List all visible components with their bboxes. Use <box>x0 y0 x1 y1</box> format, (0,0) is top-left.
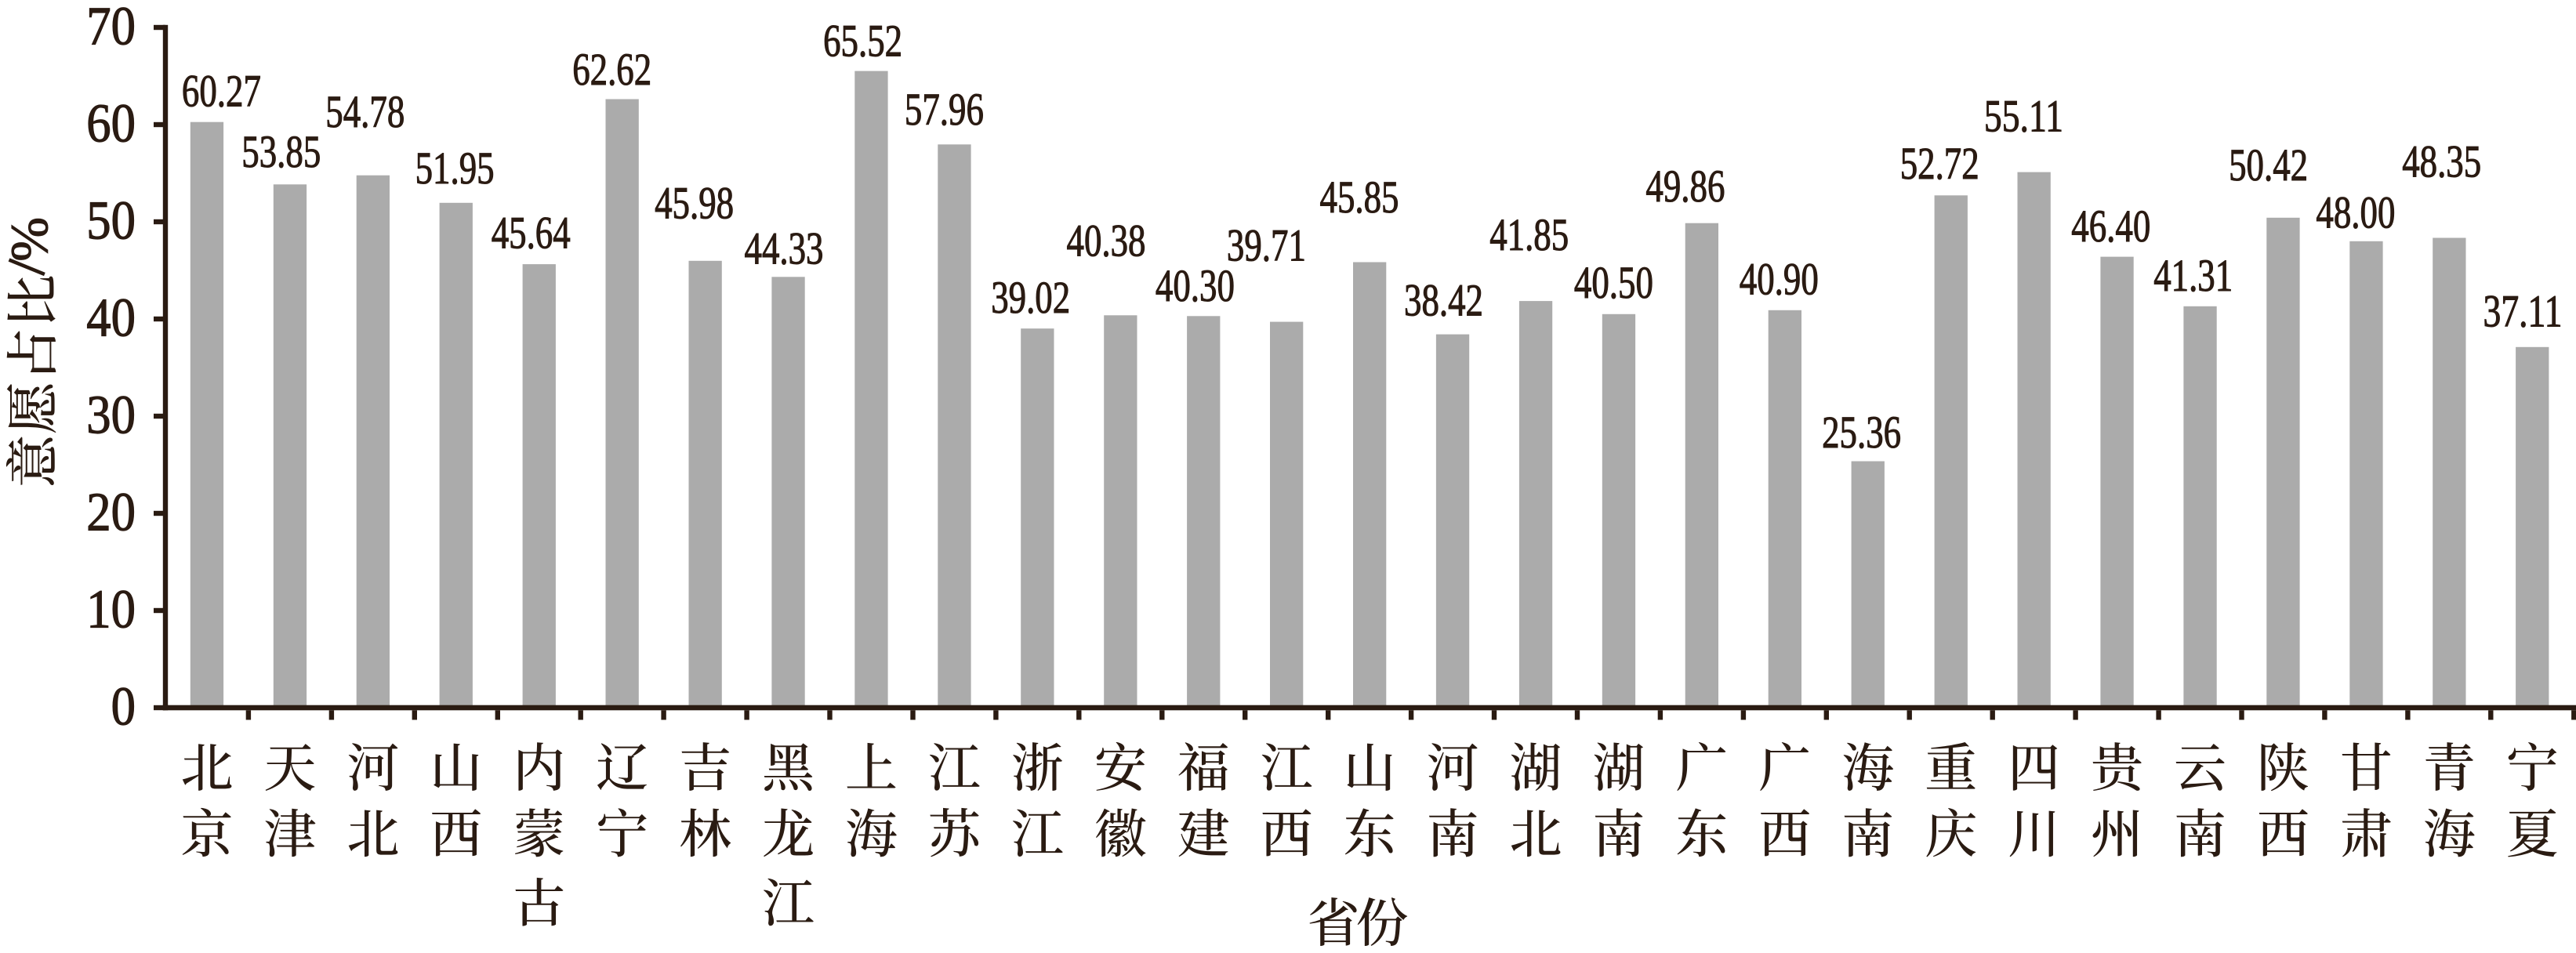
svg-text:60: 60 <box>86 94 136 154</box>
svg-text:50.42: 50.42 <box>2229 140 2308 190</box>
svg-text:70: 70 <box>86 0 136 57</box>
svg-text:30: 30 <box>86 386 136 446</box>
svg-text:49.86: 49.86 <box>1645 161 1725 212</box>
svg-text:41.85: 41.85 <box>1489 209 1569 260</box>
svg-text:48.35: 48.35 <box>2402 136 2481 187</box>
svg-text:51.95: 51.95 <box>415 143 495 194</box>
svg-text:54.78: 54.78 <box>325 86 405 137</box>
svg-text:40: 40 <box>86 288 136 349</box>
svg-text:20: 20 <box>86 483 136 543</box>
svg-text:50: 50 <box>86 191 136 252</box>
svg-text:57.96: 57.96 <box>905 84 984 135</box>
svg-text:40.90: 40.90 <box>1740 253 1819 304</box>
svg-text:62.62: 62.62 <box>572 44 651 95</box>
svg-text:46.40: 46.40 <box>2071 201 2150 252</box>
svg-text:25.36: 25.36 <box>1822 407 1901 458</box>
svg-text:52.72: 52.72 <box>1900 138 1979 189</box>
svg-text:41.31: 41.31 <box>2153 250 2233 301</box>
svg-text:38.42: 38.42 <box>1404 275 1483 326</box>
svg-text:45.64: 45.64 <box>492 208 571 259</box>
svg-text:45.98: 45.98 <box>655 178 734 229</box>
svg-text:45.85: 45.85 <box>1320 172 1399 223</box>
svg-text:55.11: 55.11 <box>1984 90 2063 141</box>
svg-text:44.33: 44.33 <box>745 223 824 274</box>
svg-text:%: % <box>0 217 59 262</box>
svg-text:65.52: 65.52 <box>823 16 902 67</box>
svg-text:48.00: 48.00 <box>2316 187 2395 237</box>
svg-text:40.50: 40.50 <box>1574 257 1653 308</box>
svg-text:40.38: 40.38 <box>1067 216 1146 266</box>
svg-text:10: 10 <box>86 580 136 640</box>
svg-text:60.27: 60.27 <box>182 66 261 117</box>
svg-text:40.30: 40.30 <box>1156 260 1235 311</box>
svg-text:39.02: 39.02 <box>991 272 1070 323</box>
svg-text:53.85: 53.85 <box>241 126 321 177</box>
svg-text:37.11: 37.11 <box>2483 286 2563 337</box>
svg-text:39.71: 39.71 <box>1227 219 1306 270</box>
svg-text:0: 0 <box>111 677 136 737</box>
